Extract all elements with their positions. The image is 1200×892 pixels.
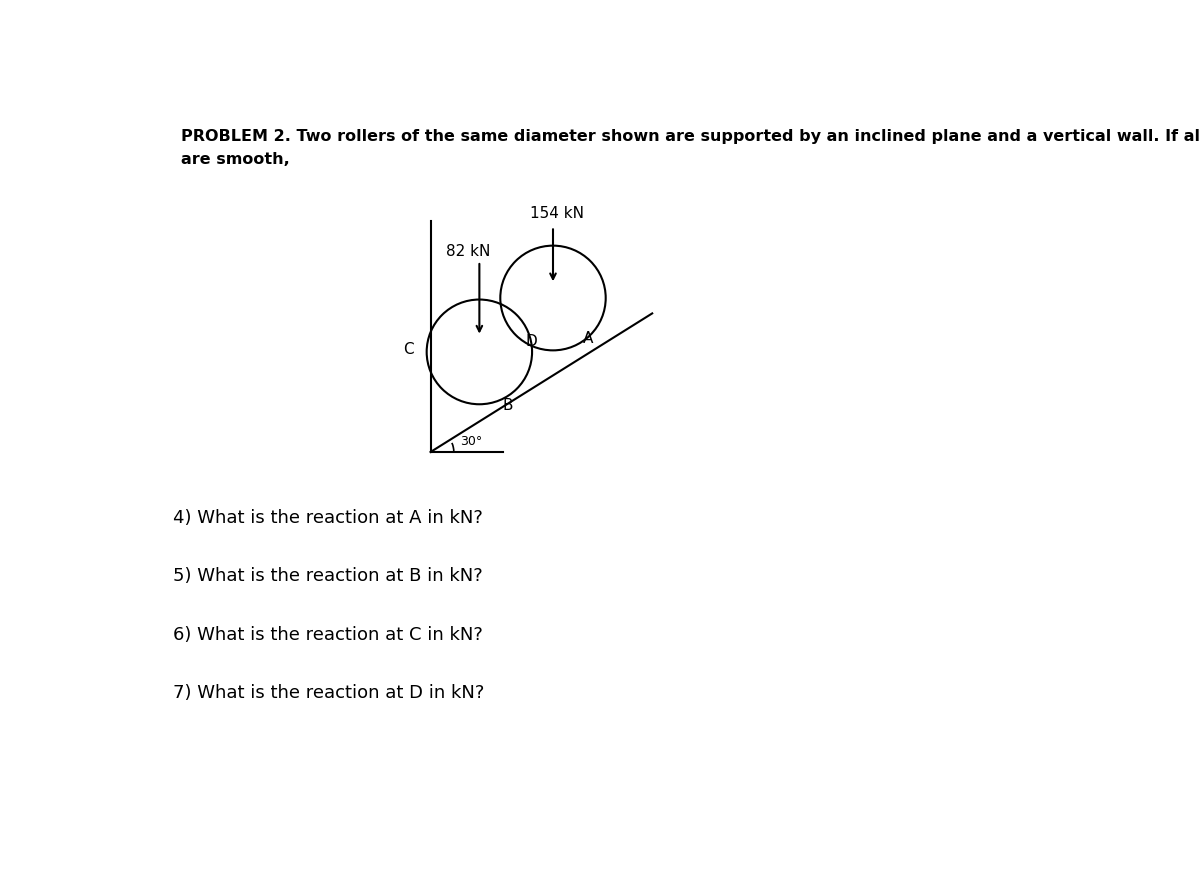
- Text: 82 kN: 82 kN: [446, 244, 491, 260]
- Text: 6) What is the reaction at C in kN?: 6) What is the reaction at C in kN?: [173, 625, 484, 644]
- Text: 154 kN: 154 kN: [529, 206, 583, 221]
- Text: C: C: [403, 343, 414, 357]
- Text: PROBLEM 2. Two rollers of the same diameter shown are supported by an inclined p: PROBLEM 2. Two rollers of the same diame…: [181, 128, 1200, 144]
- Text: 7) What is the reaction at D in kN?: 7) What is the reaction at D in kN?: [173, 684, 485, 702]
- Text: 5) What is the reaction at B in kN?: 5) What is the reaction at B in kN?: [173, 567, 482, 585]
- Text: 30°: 30°: [460, 435, 482, 449]
- Text: are smooth,: are smooth,: [181, 152, 289, 167]
- Text: D: D: [526, 334, 536, 350]
- Text: B: B: [503, 398, 514, 413]
- Text: 4) What is the reaction at A in kN?: 4) What is the reaction at A in kN?: [173, 508, 484, 527]
- Text: A: A: [582, 331, 593, 345]
